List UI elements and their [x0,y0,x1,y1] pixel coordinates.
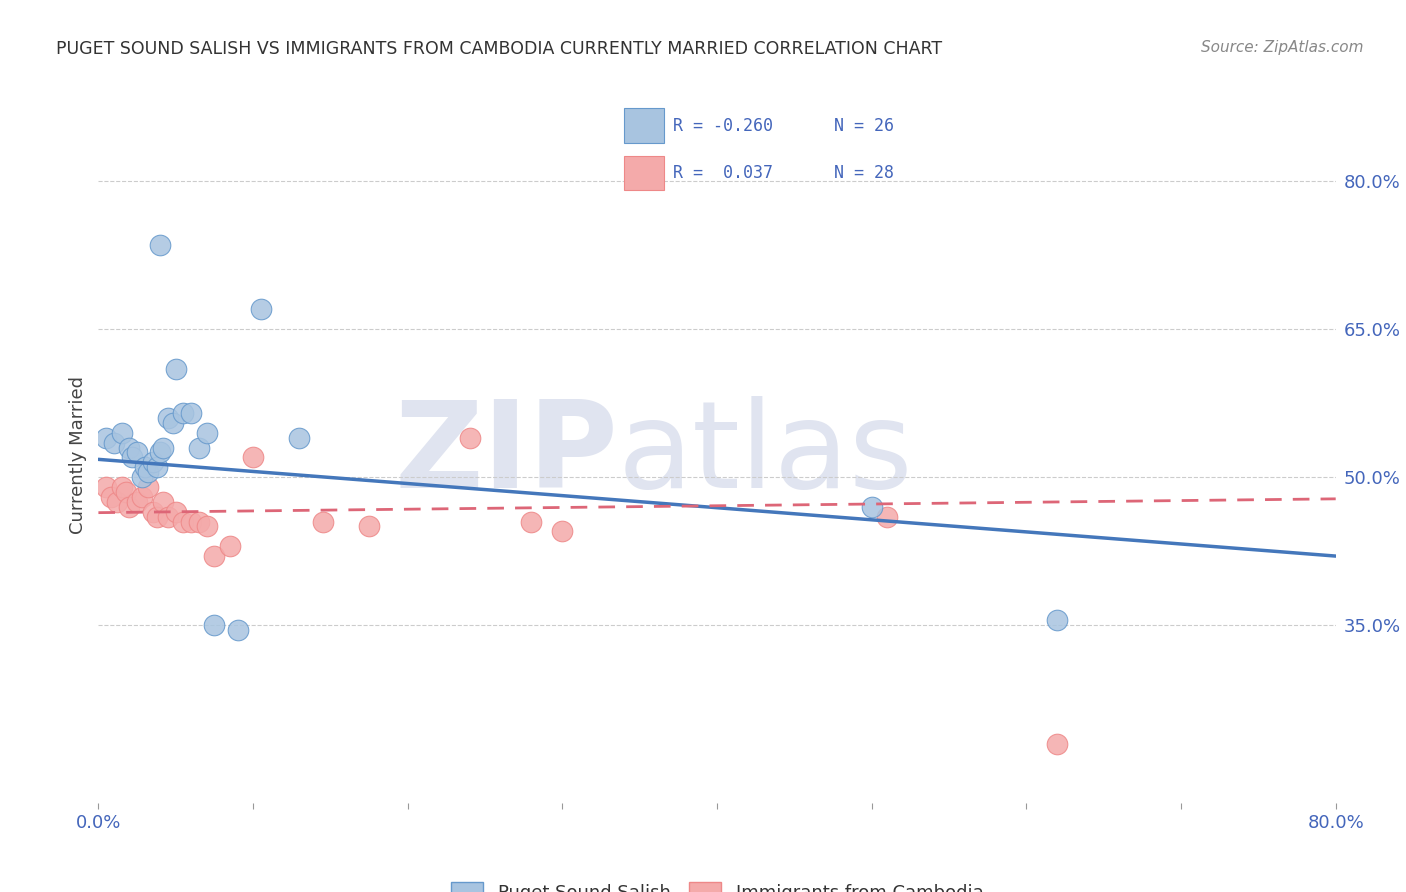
Point [188,441,211,455]
Text: ZIP: ZIP [394,396,619,514]
Point [180,406,202,420]
Point [149,238,172,252]
Point [131,470,153,484]
Point [157,411,180,425]
Y-axis label: Currently Married: Currently Married [69,376,87,534]
Point [149,445,172,459]
Point [96,431,118,445]
Text: N = 28: N = 28 [834,164,894,182]
Bar [624,155,664,190]
Point [165,505,187,519]
Point [152,441,174,455]
Point [195,519,218,533]
Point [131,490,153,504]
Point [152,495,174,509]
Point [105,495,128,509]
Point [180,515,202,529]
Point [551,524,574,539]
Point [157,509,180,524]
Point [1046,613,1069,627]
Point [118,441,141,455]
Point [288,431,311,445]
Point [250,302,273,317]
Point [146,460,169,475]
Text: Source: ZipAtlas.com: Source: ZipAtlas.com [1201,40,1364,55]
Point [136,480,159,494]
Point [204,618,226,632]
Point [204,549,226,563]
Text: atlas: atlas [619,396,914,514]
Point [173,515,195,529]
Point [127,445,149,459]
Point [142,455,165,469]
Text: N = 26: N = 26 [834,117,894,135]
Point [1046,737,1069,751]
Point [146,509,169,524]
Text: R = -0.260: R = -0.260 [673,117,773,135]
Point [357,519,380,533]
Point [876,509,898,524]
Point [458,431,481,445]
Point [219,539,242,553]
Point [312,515,335,529]
Point [100,490,122,504]
Point [118,500,141,514]
Point [195,425,218,440]
Legend: Puget Sound Salish, Immigrants from Cambodia: Puget Sound Salish, Immigrants from Camb… [443,874,991,892]
Point [242,450,264,465]
Point [111,425,134,440]
Point [162,416,184,430]
Text: R =  0.037: R = 0.037 [673,164,773,182]
Point [121,450,143,465]
Point [188,515,211,529]
Point [103,435,125,450]
Point [96,480,118,494]
Point [520,515,543,529]
Point [111,480,134,494]
Point [165,361,187,376]
Bar [624,108,664,144]
Point [136,465,159,479]
Point [226,623,249,637]
Point [142,505,165,519]
Point [134,460,156,475]
Point [860,500,883,514]
Text: PUGET SOUND SALISH VS IMMIGRANTS FROM CAMBODIA CURRENTLY MARRIED CORRELATION CHA: PUGET SOUND SALISH VS IMMIGRANTS FROM CA… [56,40,942,58]
Point [127,495,149,509]
Point [115,484,138,499]
Point [173,406,195,420]
